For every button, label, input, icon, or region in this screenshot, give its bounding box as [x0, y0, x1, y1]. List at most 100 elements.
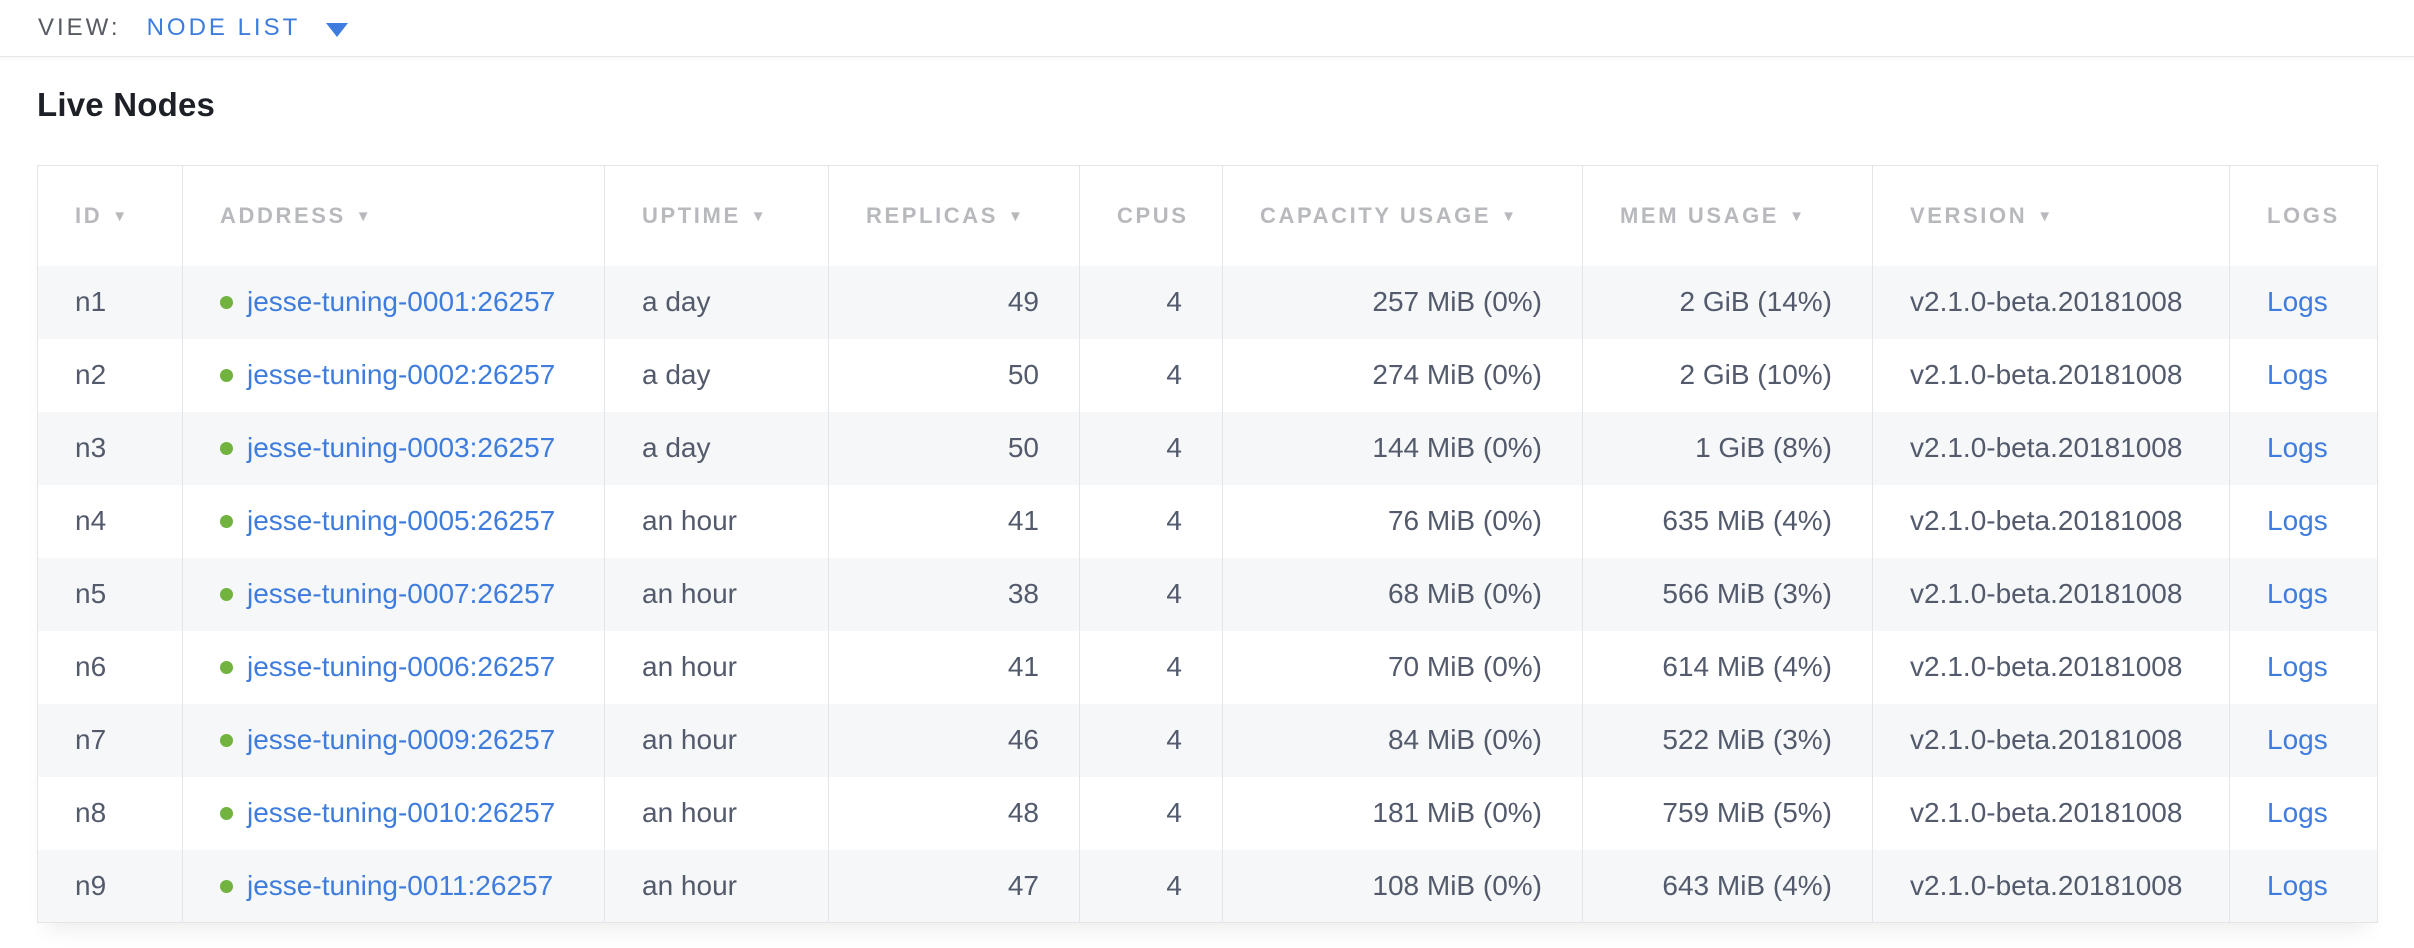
- cell-logs: Logs: [2229, 776, 2378, 850]
- column-header-version[interactable]: VERSION ▼: [1872, 165, 2230, 266]
- node-logs-link[interactable]: Logs: [2267, 869, 2328, 901]
- node-logs-link[interactable]: Logs: [2267, 724, 2328, 755]
- cell-uptime: an hour: [604, 703, 829, 777]
- cell-mem_usage: 1 GiB (8%): [1582, 411, 1873, 485]
- cell-mem_usage: 759 MiB (5%): [1582, 776, 1873, 850]
- node-live-status-icon: [220, 296, 233, 309]
- sort-desc-icon: ▼: [1501, 207, 1519, 225]
- node-logs-link[interactable]: Logs: [2267, 651, 2328, 682]
- cell-id: n1: [75, 286, 107, 317]
- sort-desc-icon: ▼: [355, 207, 374, 225]
- cell-version: v2.1.0-beta.20181008: [1872, 557, 2230, 631]
- node-logs-link[interactable]: Logs: [2267, 505, 2328, 536]
- cell-replicas: 46: [828, 703, 1080, 777]
- cell-version: v2.1.0-beta.20181008: [1872, 776, 2230, 850]
- sort-desc-icon: ▼: [1789, 207, 1807, 225]
- cell-cpus: 4: [1079, 557, 1223, 631]
- cell-cpus: 4: [1079, 338, 1223, 412]
- node-address-link[interactable]: jesse-tuning-0006:26257: [247, 651, 556, 682]
- cell-capacity_usage: 70 MiB (0%): [1222, 630, 1583, 704]
- cell-replicas: 50: [828, 338, 1080, 412]
- node-live-status-icon: [220, 515, 233, 528]
- column-header-mem_usage[interactable]: MEM USAGE ▼: [1582, 165, 1873, 266]
- cell-cpus: 4: [1079, 411, 1223, 485]
- cell-address: jesse-tuning-0009:26257: [182, 703, 605, 777]
- cell-id: n3: [75, 432, 107, 463]
- cell-replicas: 41: [828, 484, 1080, 558]
- column-header-capacity_usage[interactable]: CAPACITY USAGE ▼: [1222, 165, 1583, 266]
- view-dropdown[interactable]: NODE LIST: [147, 14, 349, 42]
- cell-uptime: an hour: [604, 630, 829, 704]
- cell-uptime: an hour: [604, 849, 829, 923]
- cell-id: n4: [75, 505, 107, 536]
- cell-capacity_usage: 84 MiB (0%): [1222, 703, 1583, 777]
- cell-replicas: 49: [828, 265, 1080, 339]
- view-dropdown-value[interactable]: NODE LIST: [146, 14, 301, 41]
- table-row: n7 jesse-tuning-0009:26257 an hour 46 4 84 Mi…: [37, 703, 2378, 777]
- cell-replicas: 41: [828, 630, 1080, 704]
- node-logs-link[interactable]: Logs: [2267, 286, 2328, 317]
- cell-capacity_usage: 68 MiB (0%): [1222, 557, 1583, 631]
- node-address-link[interactable]: jesse-tuning-0001:26257: [247, 286, 556, 317]
- column-header-id[interactable]: ID ▼: [37, 165, 183, 266]
- cell-replicas: 50: [828, 411, 1080, 485]
- table-row: n6 jesse-tuning-0006:26257 an hour 41 4 70 Mi…: [38, 630, 2378, 704]
- node-address-link[interactable]: jesse-tuning-0002:26257: [247, 359, 556, 390]
- main-content: Live Nodes ID ▼ ADDRESS ▼ UPTIME ▼ REPLICAS ▼ CP…: [0, 86, 2414, 923]
- node-address-link[interactable]: jesse-tuning-0009:26257: [247, 724, 556, 755]
- sort-desc-icon: ▼: [750, 207, 769, 225]
- cell-capacity_usage: 274 MiB (0%): [1222, 338, 1583, 412]
- page-title: Live Nodes: [37, 86, 216, 123]
- node-live-status-icon: [220, 588, 233, 601]
- view-selector-bar: VIEW: NODE LIST: [0, 0, 2414, 57]
- cell-logs: Logs: [2229, 484, 2378, 558]
- column-label: UPTIME: [642, 202, 741, 228]
- cell-replicas: 38: [828, 557, 1080, 631]
- cell-version: v2.1.0-beta.20181008: [1872, 630, 2230, 704]
- column-header-uptime[interactable]: UPTIME ▼: [604, 165, 829, 266]
- cell-logs: Logs: [2229, 338, 2378, 412]
- cell-id: n7: [75, 724, 107, 755]
- cell-cpus: 4: [1079, 849, 1223, 923]
- cell-version: v2.1.0-beta.20181008: [1872, 411, 2230, 485]
- cell-version: v2.1.0-beta.20181008: [1872, 703, 2230, 777]
- cell-mem_usage: 614 MiB (4%): [1582, 630, 1873, 704]
- node-address-link[interactable]: jesse-tuning-0011:26257: [247, 869, 554, 901]
- node-logs-link[interactable]: Logs: [2267, 359, 2328, 390]
- table-row: n5 jesse-tuning-0007:26257 an hour 38 4 68 Mi…: [37, 557, 2378, 631]
- cell-address: jesse-tuning-0001:26257: [182, 265, 605, 339]
- cell-capacity_usage: 257 MiB (0%): [1222, 265, 1583, 339]
- node-logs-link[interactable]: Logs: [2267, 432, 2328, 463]
- table-row: n1 jesse-tuning-0001:26257 a day 49 4 257 MiB…: [37, 265, 2378, 339]
- sort-desc-icon: ▼: [2037, 207, 2055, 225]
- cell-address: jesse-tuning-0003:26257: [182, 411, 605, 485]
- column-label: VERSION: [1910, 202, 2028, 228]
- cell-logs: Logs: [2229, 849, 2378, 923]
- column-label: LOGS: [2267, 202, 2340, 228]
- column-label: CAPACITY USAGE: [1260, 202, 1492, 228]
- cell-capacity_usage: 76 MiB (0%): [1222, 484, 1583, 558]
- node-logs-link[interactable]: Logs: [2267, 797, 2328, 828]
- cell-uptime: an hour: [604, 776, 829, 850]
- node-address-link[interactable]: jesse-tuning-0010:26257: [247, 797, 556, 828]
- table-row: n8 jesse-tuning-0010:26257 an hour 48 4 181 M…: [38, 776, 2378, 850]
- column-header-logs: LOGS: [2229, 165, 2378, 266]
- table-row: n2 jesse-tuning-0002:26257 a day 50 4 274 MiB…: [38, 338, 2378, 412]
- live-nodes-table: ID ▼ ADDRESS ▼ UPTIME ▼ REPLICAS ▼ CPUS CAPACITY …: [37, 165, 2378, 923]
- column-header-address[interactable]: ADDRESS ▼: [182, 165, 605, 266]
- node-logs-link[interactable]: Logs: [2267, 578, 2328, 609]
- cell-version: v2.1.0-beta.20181008: [1872, 484, 2230, 558]
- cell-capacity_usage: 181 MiB (0%): [1222, 776, 1583, 850]
- node-address-link[interactable]: jesse-tuning-0007:26257: [247, 578, 556, 609]
- cell-capacity_usage: 144 MiB (0%): [1222, 411, 1583, 485]
- node-address-link[interactable]: jesse-tuning-0003:26257: [247, 432, 556, 463]
- column-header-cpus: CPUS: [1079, 165, 1223, 266]
- column-header-replicas[interactable]: REPLICAS ▼: [828, 165, 1080, 266]
- cell-id: n8: [75, 797, 107, 828]
- node-address-link[interactable]: jesse-tuning-0005:26257: [247, 505, 556, 536]
- cell-mem_usage: 643 MiB (4%): [1582, 849, 1873, 923]
- table-header-row: ID ▼ ADDRESS ▼ UPTIME ▼ REPLICAS ▼ CPUS CAPACITY …: [37, 165, 2378, 266]
- node-live-status-icon: [220, 807, 233, 820]
- cell-uptime: a day: [604, 411, 829, 485]
- column-label: REPLICAS: [866, 202, 999, 228]
